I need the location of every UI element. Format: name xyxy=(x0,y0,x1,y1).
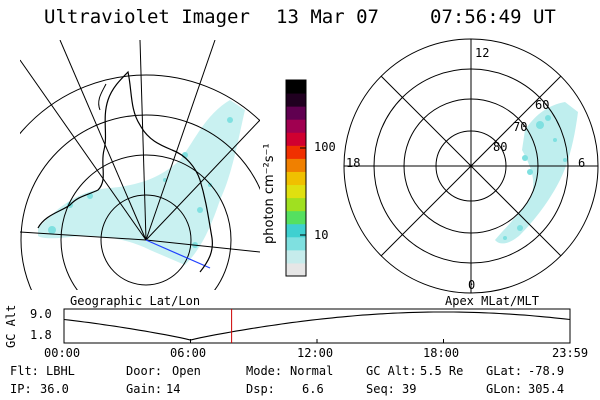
polar-plot xyxy=(495,102,578,244)
info-glat-value: -78.9 xyxy=(528,364,565,378)
colorbar-segment xyxy=(286,236,306,251)
polar-mlat-60: 60 xyxy=(535,98,550,112)
polar-label-0: 0 xyxy=(468,278,476,292)
polar-mlat-70: 70 xyxy=(513,120,528,134)
info-seq-label: Seq: xyxy=(366,382,395,396)
colorbar-label-100: 100 xyxy=(314,140,336,154)
info-door-label: Door: xyxy=(126,364,163,378)
polar-mlat-80: 80 xyxy=(493,140,508,154)
colorbar xyxy=(286,80,306,277)
info-gcalt-value: 5.5 Re xyxy=(420,364,464,378)
aurora-emission-polar xyxy=(495,102,578,244)
terminator-line xyxy=(145,239,211,269)
altitude-xtick-2: 12:00 xyxy=(297,346,334,360)
info-glat-label: GLat: xyxy=(486,364,523,378)
colorbar-segment xyxy=(286,158,306,172)
altitude-ytick-low: 1.8 xyxy=(30,328,52,342)
coastline-islands xyxy=(98,83,107,111)
altitude-frame xyxy=(63,308,571,344)
geographic-panel-label: Geographic Lat/Lon xyxy=(70,294,201,308)
time-label: 07:56:49 UT xyxy=(430,6,556,28)
info-gain-label: Gain: xyxy=(126,382,163,396)
info-dsp-label: Dsp: xyxy=(246,382,275,396)
info-seq-value: 39 xyxy=(402,382,417,396)
colorbar-frame xyxy=(285,79,307,277)
info-door-value: Open xyxy=(172,364,201,378)
info-gcalt-label: GC Alt: xyxy=(366,364,417,378)
colorbar-segment xyxy=(286,145,306,159)
colorbar-unit-label: photon cm⁻²s⁻¹ xyxy=(262,143,277,244)
polar-label-6: 6 xyxy=(578,156,586,170)
meridian-lines xyxy=(20,40,260,253)
info-filter-value: LBHL xyxy=(46,364,75,378)
info-ip-label: IP: xyxy=(10,382,32,396)
info-gain-value: 14 xyxy=(166,382,181,396)
altitude-xtick-4: 23:59 xyxy=(552,346,589,360)
colorbar-segment xyxy=(286,106,306,120)
colorbar-segment xyxy=(286,93,306,107)
altitude-curve xyxy=(63,311,571,341)
aurora-bright-polar xyxy=(503,115,567,240)
geographic-map xyxy=(20,40,260,290)
altitude-ylabel: GC Alt xyxy=(4,304,18,348)
colorbar-segment xyxy=(286,197,306,212)
colorbar-label-10: 10 xyxy=(314,228,329,242)
date-label: 13 Mar 07 xyxy=(276,6,379,28)
instrument-title: Ultraviolet Imager xyxy=(44,6,250,28)
magnetic-panel-label: Apex MLat/MLT xyxy=(445,294,539,308)
info-ip-value: 36.0 xyxy=(40,382,69,396)
mlt-spokes xyxy=(344,39,598,293)
info-dsp-value: 6.6 xyxy=(302,382,324,396)
polar-label-18: 18 xyxy=(346,156,361,170)
latitude-circles xyxy=(20,74,260,290)
altitude-xtick-0: 00:00 xyxy=(44,346,81,360)
aurora-emission-geo xyxy=(38,100,245,265)
coastline xyxy=(37,70,213,273)
altitude-xtick-1: 06:00 xyxy=(170,346,207,360)
colorbar-segment xyxy=(286,80,306,94)
info-glon-value: 305.4 xyxy=(528,382,565,396)
colorbar-segment xyxy=(286,132,306,146)
info-mode-value: Normal xyxy=(290,364,334,378)
colorbar-segment xyxy=(286,171,306,186)
info-mode-label: Mode: xyxy=(246,364,283,378)
colorbar-segment xyxy=(286,262,306,277)
altitude-x-ticks xyxy=(63,339,571,343)
colorbar-segment xyxy=(286,249,306,264)
info-glon-label: GLon: xyxy=(486,382,523,396)
colorbar-segment xyxy=(286,210,306,225)
info-filter-label: Flt: xyxy=(10,364,39,378)
altitude-ytick-high: 9.0 xyxy=(30,307,52,321)
colorbar-segment xyxy=(286,119,306,133)
colorbar-segment xyxy=(286,223,306,238)
altitude-xtick-3: 18:00 xyxy=(423,346,460,360)
colorbar-segment xyxy=(286,184,306,199)
polar-label-12: 12 xyxy=(475,46,490,60)
